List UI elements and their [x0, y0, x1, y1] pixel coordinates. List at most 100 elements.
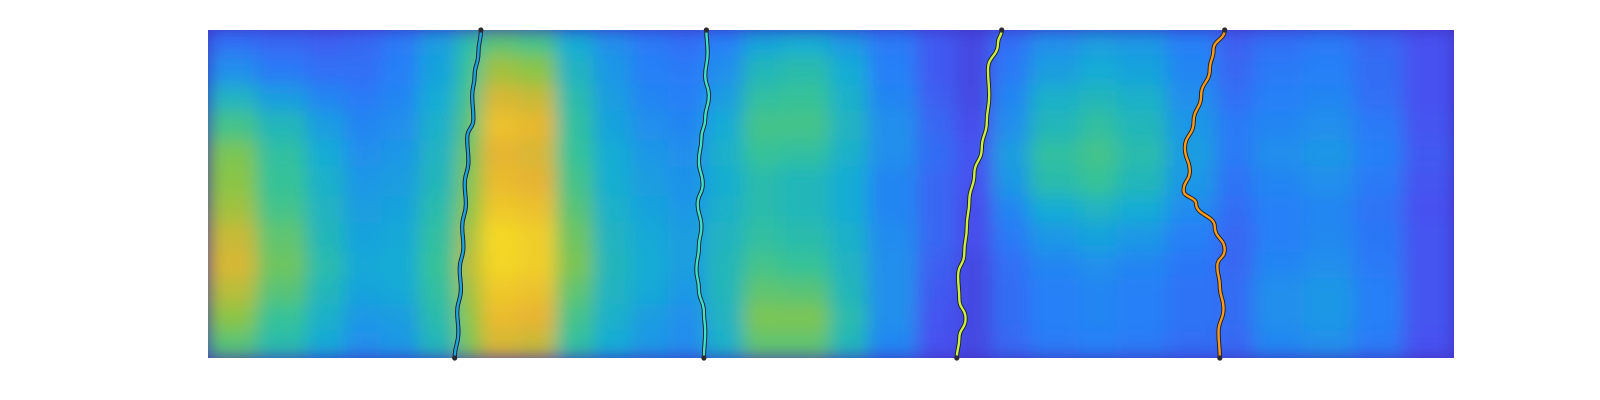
heatmap-cell [306, 330, 347, 358]
heatmap-cell [593, 30, 633, 58]
heatmap-cell [917, 278, 957, 307]
heatmap-cell [555, 252, 596, 281]
heatmap-cell [742, 278, 783, 307]
heatmap-cell [742, 330, 783, 358]
heatmap-cell [593, 278, 633, 307]
heatmap-cell [381, 140, 421, 169]
heatmap-cell [256, 140, 309, 169]
heatmap-cell [1029, 196, 1082, 225]
heatmap-cell [1353, 196, 1406, 225]
heatmap-cell [630, 196, 670, 225]
track-4 [1181, 27, 1228, 361]
heatmap-cell [917, 140, 957, 169]
heatmap-cell [344, 196, 384, 225]
heatmap-cell [1029, 55, 1082, 87]
heatmap-cell [555, 166, 596, 199]
heatmap-cell [306, 30, 347, 58]
heatmap-cell [1116, 222, 1169, 254]
heatmap-cell [1353, 166, 1406, 199]
heatmap-cell [1029, 252, 1082, 281]
heatmap-cell [481, 330, 521, 358]
heatmap-cell [867, 166, 920, 199]
heatmap-cell [830, 304, 870, 333]
heatmap-cell [518, 166, 558, 199]
heatmap-cell [208, 330, 259, 358]
heatmap-cell [518, 140, 558, 169]
heatmap-cell [630, 330, 670, 358]
heatmap-cell [867, 55, 920, 87]
heatmap-cell [1253, 196, 1306, 225]
heatmap-cell [593, 252, 633, 281]
heatmap-cell [780, 30, 832, 58]
heatmap-cell [780, 278, 832, 307]
heatmap-cell [208, 140, 259, 169]
heatmap-cell [418, 55, 459, 87]
heatmap-cell [418, 140, 459, 169]
heatmap-cell [742, 30, 783, 58]
heatmap-cell [867, 252, 920, 281]
heatmap-cell [518, 304, 558, 333]
heatmap-cell [992, 166, 1032, 199]
track-start-point [1222, 27, 1228, 33]
heatmap-cell [917, 55, 957, 87]
heatmap-cell [555, 140, 596, 169]
track-start-point [478, 27, 484, 33]
heatmap-cell [1166, 166, 1219, 199]
heatmap-cell [481, 196, 521, 225]
heatmap-cell [456, 166, 484, 199]
heatmap-cell [381, 196, 421, 225]
track-lines [452, 27, 1228, 361]
heatmap-cell [256, 84, 309, 113]
heatmap-cell [418, 84, 459, 113]
heatmap-cell [830, 55, 870, 87]
heatmap-cell [1116, 330, 1169, 358]
heatmap-cell [917, 304, 957, 333]
heatmap-cell [1079, 30, 1119, 58]
track-line [1182, 28, 1226, 360]
heatmap-cell [518, 330, 558, 358]
heatmap-cell [1029, 222, 1082, 254]
heatmap-cell [1079, 304, 1119, 333]
heatmap-cell [418, 252, 459, 281]
heatmap-cell [418, 222, 459, 254]
heatmap-cell [830, 222, 870, 254]
heatmap-cell [780, 84, 832, 113]
heatmap-cell [668, 304, 708, 333]
heatmap-cell [208, 30, 259, 58]
heatmap-cell [208, 166, 259, 199]
heatmap-cell [992, 278, 1032, 307]
heatmap-cell [630, 304, 670, 333]
heatmap-cell [208, 55, 259, 87]
heatmap-cell [555, 222, 596, 254]
heatmap-cell [381, 55, 421, 87]
heatmap-cell [593, 222, 633, 254]
heatmap-cell [1216, 84, 1256, 113]
heatmap-cell [306, 278, 347, 307]
heatmap-cell [306, 55, 347, 87]
heatmap-cell [780, 330, 832, 358]
heatmap-cell [1079, 84, 1119, 113]
heatmap-cell [780, 111, 832, 143]
heatmap-cell [668, 84, 708, 113]
heatmap-cell [418, 196, 459, 225]
heatmap-cell [830, 196, 870, 225]
heatmap-cell [830, 30, 870, 58]
heatmap-cell [830, 166, 870, 199]
heatmap-cell [917, 30, 957, 58]
heatmap-cell [1303, 84, 1356, 113]
heatmap-cell [1079, 196, 1119, 225]
track-line [955, 28, 1003, 360]
heatmap-cell [555, 330, 596, 358]
heatmap-cell [1303, 196, 1356, 225]
heatmap-cell [208, 111, 259, 143]
heatmap-cell [1029, 330, 1082, 358]
heatmap-cell [1353, 30, 1406, 58]
heatmap-cell [742, 222, 783, 254]
heatmap-cells [208, 30, 1454, 358]
heatmap-cell [742, 111, 783, 143]
heatmap-cell [705, 196, 745, 225]
heatmap-cell [1216, 140, 1256, 169]
heatmap-cell [381, 222, 421, 254]
heatmap-cell [742, 252, 783, 281]
